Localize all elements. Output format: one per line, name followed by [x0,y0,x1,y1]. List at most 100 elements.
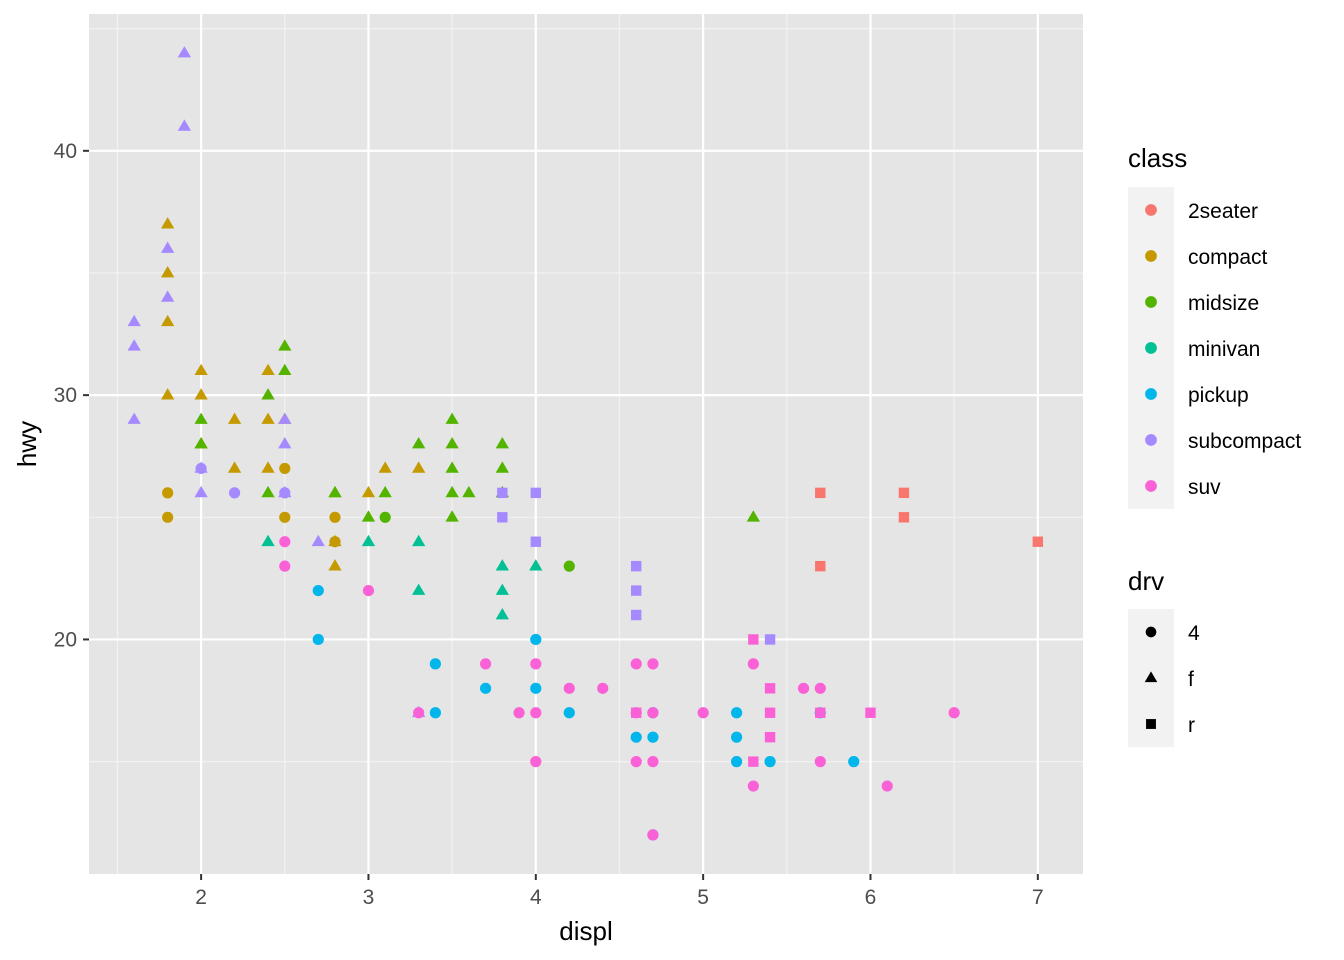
legend-label-minivan: minivan [1188,338,1260,361]
data-point [848,756,860,768]
data-point [764,731,776,743]
data-point [361,485,376,498]
data-point [445,461,459,473]
data-point [530,707,542,719]
data-point [530,658,542,670]
legend-key-drv-4 [1145,626,1157,638]
minor-gridlines [89,14,1083,874]
data-point [495,583,509,595]
data-point [162,487,174,499]
legend-label-drv-f: f [1188,668,1194,691]
data-point [731,731,743,743]
data-point [261,534,275,547]
data-point [279,560,291,572]
data-point [597,682,609,694]
data-point [362,584,375,597]
data-point [378,461,392,473]
data-point [412,461,426,473]
data-point [530,536,541,547]
legend-key-pickup [1145,388,1157,400]
data-point [445,485,459,498]
data-point [731,707,743,719]
legend-class-title: class [1128,143,1187,173]
data-point [445,510,459,522]
data-point [429,707,441,719]
data-point [495,461,509,473]
data-point [445,437,459,449]
legend-drv: drv 4 fr [1128,566,1200,747]
data-point [748,756,759,767]
data-point [412,583,426,595]
data-point [194,388,208,400]
data-point [312,584,324,597]
legend-label-subcompact: subcompact [1188,430,1301,453]
data-point [529,559,543,571]
data-point [413,707,425,719]
data-point [127,339,141,351]
data-point [429,658,441,670]
data-point [497,487,508,499]
data-point [530,682,542,694]
data-point [647,707,659,719]
data-point [311,534,325,547]
data-point [764,756,776,768]
data-point [898,487,910,499]
legend-class: class 2seater compact midsize minivan pickup… [1128,143,1301,509]
data-point [530,756,542,768]
data-point [563,707,575,719]
data-point [261,412,275,424]
data-point [764,683,776,694]
data-point [746,510,760,522]
data-point [261,461,275,473]
data-points [127,46,1044,841]
data-point [279,511,291,523]
legend-label-compact: compact [1188,246,1268,269]
data-point [764,634,776,645]
legend-key-compact [1145,250,1157,262]
data-point [530,633,542,646]
legend-drv-title: drv [1128,566,1164,596]
data-point [898,512,910,523]
data-point [764,707,776,718]
data-point [815,707,826,718]
legend-key-subcompact [1145,434,1157,446]
data-point [814,756,826,768]
legend-label-suv: suv [1188,476,1221,499]
y-tick-label: 40 [54,140,77,163]
data-point [412,437,426,449]
data-point [195,462,207,475]
major-gridlines [89,14,1083,874]
data-point [631,707,642,718]
data-point [194,485,208,498]
data-point [361,534,376,547]
data-point [361,510,376,522]
data-point [462,485,476,498]
data-point [278,437,292,449]
data-point [697,707,709,719]
data-point [647,829,659,841]
data-point [160,290,175,302]
x-axis: 2 3 4 5 6 7 [195,874,1044,909]
data-point [631,585,642,596]
data-point [278,363,292,376]
data-point [329,536,341,548]
data-point [160,314,175,327]
data-point [227,461,242,473]
data-point [228,487,241,499]
data-point [647,731,659,743]
data-point [278,339,292,351]
data-point [479,658,492,670]
plot-panel [89,14,1083,874]
x-tick-label: 7 [1032,886,1044,909]
data-point [814,682,826,694]
data-point [162,511,174,523]
data-point [497,512,508,523]
data-point [328,559,342,571]
data-point [647,658,659,670]
data-point [815,560,826,572]
data-point [865,707,876,718]
legend-label-midsize: midsize [1188,292,1259,315]
data-point [177,46,192,58]
data-point [261,388,275,400]
data-point [495,608,509,620]
